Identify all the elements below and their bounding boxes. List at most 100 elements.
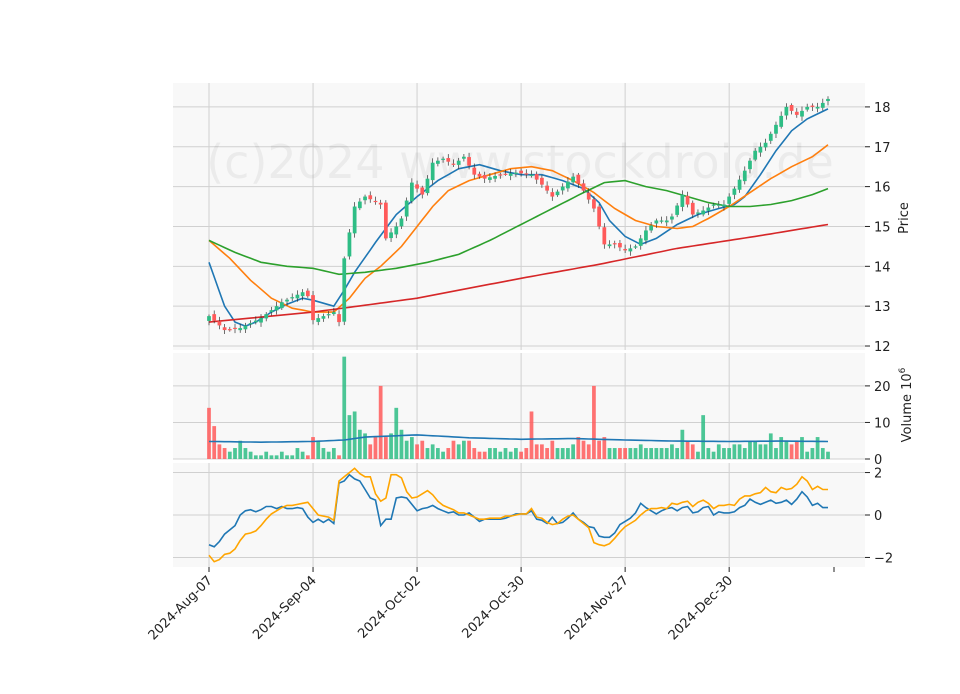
- volume-bar: [654, 448, 659, 459]
- price-y-tick-label: 14: [874, 260, 891, 275]
- candle-body: [602, 227, 607, 245]
- candle-body: [378, 202, 383, 205]
- candle-body: [269, 310, 274, 313]
- volume-bar: [326, 451, 331, 459]
- x-tick-label: 2024-Sep-04: [250, 573, 320, 643]
- candle-body: [227, 329, 232, 331]
- candle-body: [436, 160, 440, 164]
- volume-bar: [409, 437, 414, 459]
- volume-bar: [441, 451, 445, 459]
- candle-body: [711, 204, 716, 206]
- candle-body: [342, 258, 347, 322]
- candle-body: [763, 142, 768, 148]
- volume-bar: [456, 444, 461, 459]
- candle-body: [467, 157, 471, 166]
- candle-body: [826, 98, 830, 102]
- candle-body: [503, 173, 508, 175]
- volume-bar: [415, 444, 419, 459]
- volume-bar: [784, 440, 789, 459]
- candle-body: [566, 181, 570, 189]
- candle-body: [722, 204, 726, 207]
- volume-bar: [560, 448, 565, 459]
- volume-bar: [279, 451, 284, 459]
- volume-bar: [498, 451, 503, 459]
- candle-body: [753, 150, 758, 160]
- candle-body: [805, 106, 810, 110]
- candle-body: [363, 196, 367, 201]
- price-y-tick-label: 15: [874, 220, 891, 235]
- volume-bar: [389, 433, 393, 459]
- candle-body: [800, 110, 804, 117]
- volume-bar: [805, 451, 810, 459]
- volume-bar: [800, 437, 804, 459]
- candle-body: [477, 173, 482, 177]
- candle-body: [685, 195, 690, 205]
- candle-body: [508, 173, 513, 176]
- volume-bar: [274, 455, 279, 459]
- candle-body: [295, 294, 300, 299]
- volume-bar: [638, 444, 643, 459]
- candle-body: [373, 200, 378, 203]
- volume-bar: [519, 451, 523, 459]
- volume-bar: [628, 448, 633, 459]
- volume-bar: [748, 440, 752, 459]
- volume-bar: [347, 415, 352, 459]
- price-y-tick-label: 17: [874, 141, 891, 156]
- volume-bar: [248, 451, 253, 459]
- volume-bar: [264, 451, 269, 459]
- candle-body: [368, 195, 373, 200]
- candle-body: [233, 327, 237, 330]
- volume-bar: [285, 455, 289, 459]
- candle-body: [357, 201, 362, 209]
- candle-body: [264, 314, 269, 319]
- candle-body: [690, 202, 695, 215]
- volume-bar: [545, 448, 549, 459]
- volume-bar: [524, 448, 529, 459]
- volume-bar: [436, 448, 440, 459]
- candle-body: [441, 158, 445, 160]
- volume-bar: [602, 437, 607, 459]
- volume-bar: [644, 448, 648, 459]
- volume-bar: [581, 440, 586, 459]
- candle-body: [404, 200, 409, 217]
- candle-body: [784, 106, 789, 116]
- volume-bar: [243, 448, 248, 459]
- volume-bar: [222, 448, 227, 459]
- price-y-tick-label: 16: [874, 181, 891, 196]
- volume-bar: [779, 437, 784, 459]
- candle-body: [331, 312, 336, 315]
- volume-bar: [269, 455, 274, 459]
- volume-bar: [477, 451, 482, 459]
- candle-body: [810, 105, 815, 107]
- volume-bar: [534, 444, 539, 459]
- volume-bar: [482, 451, 487, 459]
- volume-bar: [305, 455, 310, 459]
- x-tick-label: 2024-Oct-02: [355, 573, 423, 641]
- candle-body: [581, 183, 586, 191]
- volume-bar: [399, 429, 404, 459]
- candle-body: [290, 297, 295, 299]
- volume-bar: [768, 433, 773, 459]
- volume-bar: [529, 411, 534, 459]
- x-tick-label: 2024-Nov-27: [562, 573, 632, 643]
- volume-bar: [321, 448, 326, 459]
- grid-lines: [173, 83, 865, 567]
- candle-body: [586, 192, 591, 200]
- volume-bar: [550, 440, 555, 459]
- volume-bar: [737, 444, 742, 459]
- candle-body: [794, 111, 799, 115]
- candle-body: [540, 177, 544, 185]
- candle-body: [524, 173, 529, 175]
- candle-body: [482, 174, 487, 179]
- candle-body: [638, 238, 643, 246]
- price-axis-label: Price: [897, 202, 912, 234]
- volume-bar: [659, 448, 664, 459]
- candle-body: [576, 174, 581, 184]
- candle-body: [550, 192, 555, 197]
- candle-body: [742, 170, 747, 182]
- candle-body: [701, 210, 706, 215]
- candle-body: [815, 106, 820, 109]
- price-y-tick-label: 12: [874, 340, 891, 355]
- candle-body: [774, 124, 778, 134]
- candle-body: [415, 184, 419, 189]
